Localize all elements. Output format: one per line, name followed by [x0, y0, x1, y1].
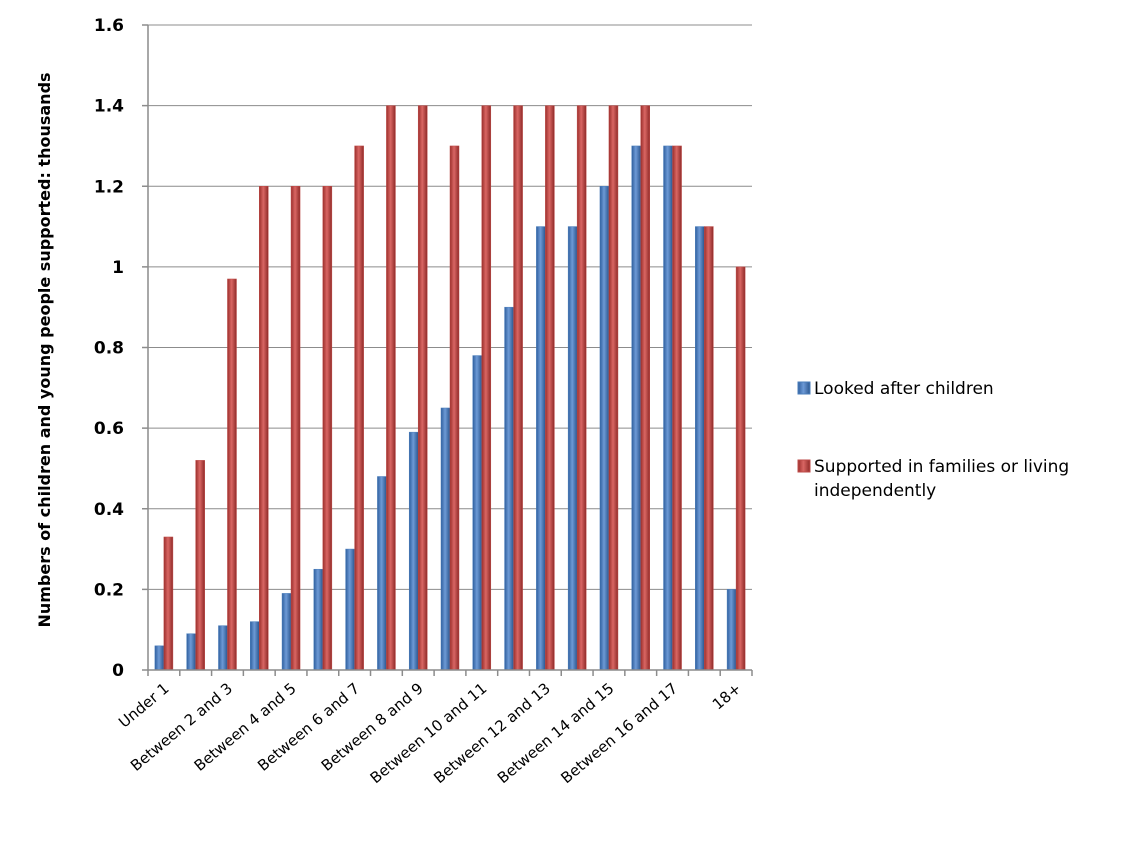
bar-looked-after	[536, 226, 546, 671]
y-tick-label: 1.6	[94, 16, 124, 36]
bar-looked-after	[154, 645, 165, 671]
y-tick-label: 1	[112, 258, 124, 278]
axes	[142, 24, 753, 676]
x-tick-label: Between 10 and 11	[367, 679, 491, 787]
x-tick-label: Under 1	[115, 679, 172, 731]
bar-looked-after	[313, 568, 324, 671]
bar-looked-after	[186, 633, 196, 671]
bar-supported	[386, 105, 396, 671]
bar-supported	[672, 145, 682, 671]
legend-label-supported: Supported in families or living independe…	[814, 457, 1069, 501]
bar-supported	[513, 105, 523, 671]
bar-looked-after	[250, 621, 260, 671]
y-tick-label: 0	[112, 661, 124, 681]
bar-looked-after	[599, 186, 610, 671]
bar-supported	[227, 278, 237, 671]
legend-label-looked-after: Looked after children	[814, 379, 994, 399]
bar-supported	[545, 105, 555, 671]
x-tick-label: Between 12 and 13	[430, 679, 554, 787]
bar-supported	[290, 186, 301, 671]
bar-looked-after	[408, 431, 419, 671]
bar-looked-after	[631, 145, 641, 671]
x-tick-label: 18+	[709, 679, 745, 713]
bars	[154, 105, 746, 671]
bar-looked-after	[377, 476, 387, 671]
bar-supported	[608, 105, 619, 671]
bar-looked-after	[440, 407, 451, 671]
legend-swatch-looked-after	[797, 381, 811, 395]
bar-supported	[735, 266, 746, 671]
bar-supported	[704, 226, 714, 671]
bar-supported	[481, 105, 492, 671]
bar-supported	[354, 145, 364, 671]
legend-swatch-supported	[797, 459, 811, 473]
y-axis-label: Numbers of children and young people sup…	[35, 72, 54, 627]
bar-supported	[576, 105, 587, 671]
bar-supported	[322, 186, 333, 671]
y-tick-labels: 0 0.2 0.4 0.6 0.8 1 1.2 1.4 1.6	[94, 16, 124, 681]
bar-looked-after	[695, 226, 705, 671]
bar-supported	[259, 186, 269, 671]
bar-supported	[195, 460, 205, 671]
x-tick-label: Between 14 and 15	[494, 679, 618, 787]
x-tick-label: Between 16 and 17	[557, 679, 681, 787]
bar-looked-after	[663, 145, 673, 671]
bar-supported	[417, 105, 428, 671]
bar-looked-after	[218, 625, 228, 671]
bar-looked-after	[504, 306, 514, 671]
y-tick-label: 1.2	[94, 177, 124, 197]
bar-supported	[640, 105, 650, 671]
bar-looked-after	[472, 355, 483, 671]
bar-looked-after	[345, 548, 355, 671]
bar-looked-after	[281, 593, 292, 671]
bar-supported	[163, 536, 174, 671]
y-tick-label: 0.8	[94, 339, 124, 359]
y-tick-label: 0.6	[94, 419, 124, 439]
legend: Looked after children Supported in famil…	[797, 379, 1069, 501]
y-tick-label: 0.4	[94, 500, 124, 520]
y-tick-label: 0.2	[94, 580, 124, 600]
bar-looked-after	[726, 589, 737, 671]
bar-looked-after	[567, 226, 578, 671]
bar-supported	[449, 145, 460, 671]
y-tick-label: 1.4	[94, 97, 124, 117]
